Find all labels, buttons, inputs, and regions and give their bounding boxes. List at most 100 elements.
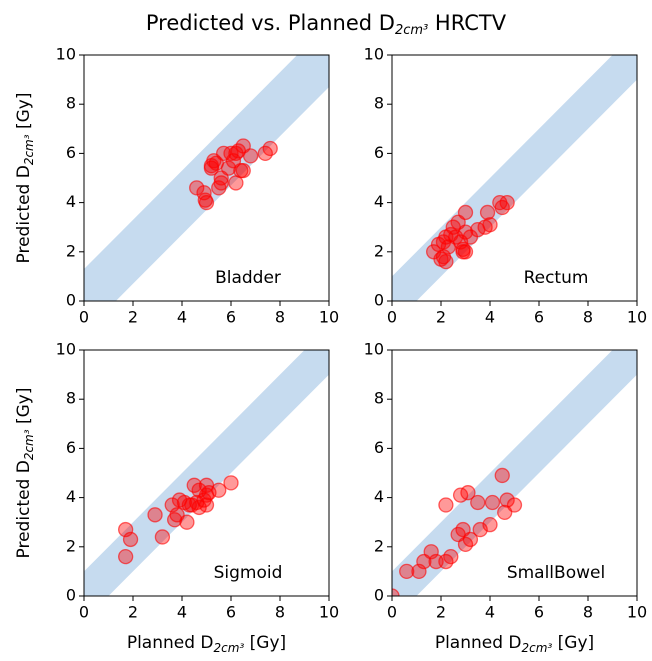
x-axis-label: Planned D2cm³ [Gy] — [435, 633, 594, 655]
axes-frame — [391, 54, 638, 302]
y-tick-label: 8 — [374, 94, 384, 113]
y-tick-label: 10 — [364, 340, 384, 359]
agreement-band — [84, 350, 329, 596]
scatter-point — [484, 494, 501, 511]
agreement-band — [392, 55, 637, 301]
x-axis-label-text: [Gy] — [244, 633, 286, 653]
y-tick-label: 0 — [66, 291, 76, 310]
agreement-band — [392, 350, 637, 596]
axes-frame — [83, 349, 330, 597]
x-tick-label: 10 — [627, 603, 647, 622]
y-tick-label: 4 — [66, 192, 76, 211]
y-axis-label: Predicted D2cm³ [Gy] — [14, 93, 36, 264]
scatter-point — [213, 175, 229, 191]
scatter-point — [147, 507, 163, 523]
y-tick-label: 6 — [374, 438, 384, 457]
scatter-point — [443, 548, 459, 565]
panel-label: SmallBowel — [507, 563, 605, 583]
x-tick-label: 4 — [177, 603, 187, 622]
x-tick-label: 6 — [534, 603, 544, 622]
y-tick-label: 2 — [374, 241, 384, 260]
x-tick-label: 4 — [485, 603, 495, 622]
figure-title: Predicted vs. Planned D2cm³ HRCTV — [146, 11, 507, 38]
scatter-point — [462, 531, 479, 548]
y-tick-label: 4 — [374, 192, 384, 211]
y-axis-label-text: [Gy] — [14, 388, 34, 430]
y-tick-label: 10 — [56, 340, 76, 359]
y-tick-label: 0 — [374, 586, 384, 605]
x-tick-label: 0 — [79, 308, 89, 327]
scatter-point — [494, 467, 510, 484]
y-tick-label: 8 — [66, 94, 76, 113]
panel — [392, 350, 637, 596]
scatter-point — [455, 241, 471, 257]
x-axis-label-text: Planned D — [435, 633, 522, 653]
y-tick-label: 2 — [66, 241, 76, 260]
scatter-point — [399, 563, 415, 580]
scatter-point — [482, 517, 498, 533]
scatter-point — [438, 497, 454, 513]
y-tick-label: 6 — [374, 143, 384, 162]
x-axis-label-subscript: 2cm³ — [214, 641, 245, 655]
panel — [84, 55, 329, 301]
scatter-point — [470, 494, 486, 511]
title-text: HRCTV — [428, 11, 507, 35]
scatter-point — [235, 162, 251, 179]
y-tick-label: 10 — [56, 45, 76, 64]
scatter-point — [118, 548, 134, 565]
title-text: Predicted vs. Planned D — [146, 11, 395, 35]
scatter-point — [122, 531, 139, 548]
panel-label: Sigmoid — [214, 563, 283, 583]
axes-frame — [83, 54, 330, 302]
x-axis-label: Planned D2cm³ [Gy] — [127, 633, 286, 655]
x-tick-label: 0 — [387, 603, 397, 622]
y-axis-label-text: [Gy] — [14, 93, 34, 135]
x-tick-label: 10 — [319, 603, 339, 622]
scatter-point — [223, 475, 239, 491]
x-tick-label: 2 — [128, 308, 138, 327]
scatter-point — [203, 158, 220, 174]
y-tick-label: 10 — [364, 45, 384, 64]
x-tick-label: 0 — [79, 603, 89, 622]
y-tick-label: 8 — [66, 389, 76, 408]
y-tick-label: 4 — [66, 487, 76, 506]
scatter-point — [457, 244, 474, 260]
scatter-point — [220, 160, 237, 176]
scatter-point — [197, 192, 213, 208]
title-subscript: 2cm³ — [395, 23, 428, 38]
x-tick-label: 6 — [226, 308, 236, 327]
y-tick-label: 2 — [66, 536, 76, 555]
scatter-point — [392, 588, 400, 596]
scatter-point — [460, 485, 476, 501]
y-tick-label: 2 — [374, 536, 384, 555]
y-axis-label-text: Predicted D — [14, 460, 34, 558]
y-axis-label-subscript: 2cm³ — [22, 134, 36, 165]
x-tick-label: 4 — [485, 308, 495, 327]
x-axis-label-text: Planned D — [127, 633, 214, 653]
scatter-point — [438, 253, 454, 270]
panel — [84, 350, 329, 596]
x-axis-label-subscript: 2cm³ — [522, 641, 553, 655]
x-tick-label: 8 — [275, 308, 285, 327]
y-tick-label: 0 — [374, 291, 384, 310]
x-axis-label-text: [Gy] — [552, 633, 594, 653]
agreement-band — [84, 55, 329, 301]
y-axis-label-text: Predicted D — [14, 165, 34, 263]
scatter-point — [479, 204, 496, 221]
x-tick-label: 4 — [177, 308, 187, 327]
panel — [392, 55, 637, 301]
x-tick-label: 8 — [583, 308, 593, 327]
scatter-point — [179, 514, 195, 530]
scatter-point — [499, 194, 515, 211]
scatter-point — [457, 204, 474, 221]
scatter-point — [506, 497, 523, 513]
scatter-point — [211, 482, 227, 498]
y-tick-label: 0 — [66, 586, 76, 605]
x-tick-label: 0 — [387, 308, 397, 327]
scatter-point — [242, 148, 259, 164]
x-tick-label: 10 — [627, 308, 647, 327]
x-tick-label: 10 — [319, 308, 339, 327]
y-tick-label: 6 — [66, 143, 76, 162]
y-axis-label: Predicted D2cm³ [Gy] — [14, 388, 36, 559]
